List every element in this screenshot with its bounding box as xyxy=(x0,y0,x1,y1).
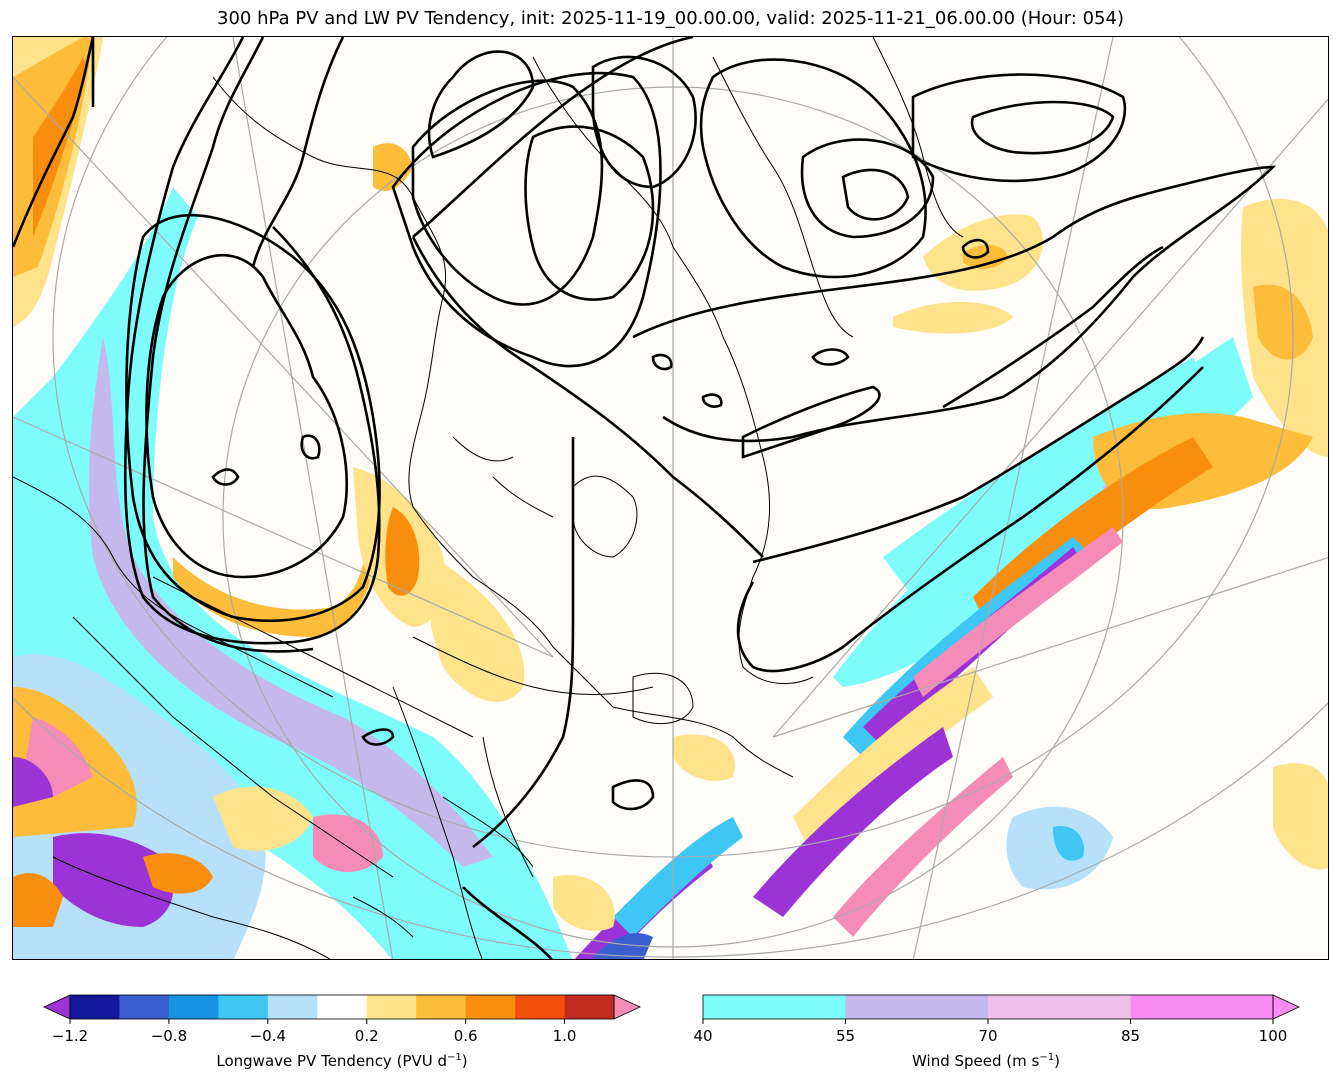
wind-colorbar-swatch xyxy=(1130,995,1274,1019)
wind-colorbar-tick-label: 40 xyxy=(693,1027,713,1045)
pv-tendency-colorbar-bar xyxy=(43,994,641,1024)
pv-colorbar-swatch xyxy=(119,995,170,1019)
pv-colorbar-under-triangle xyxy=(43,994,71,1020)
pv-colorbar-tick-label: 0.2 xyxy=(354,1027,379,1045)
wind-colorbar-swatch xyxy=(988,995,1131,1019)
wind-colorbar-over-triangle xyxy=(1272,994,1300,1020)
wind-colorbar-swatch xyxy=(703,995,846,1019)
wind-colorbar-swatch xyxy=(845,995,989,1019)
pv-colorbar-swatch xyxy=(168,995,219,1019)
pv-tendency-colorbar-label: Longwave PV Tendency (PVU d−1) xyxy=(216,1052,468,1070)
wind-speed-colorbar: 40 55 70 85 100 Wind Speed (m s−1) xyxy=(693,994,1300,1075)
wind-colorbar-tick-label: 100 xyxy=(1258,1027,1288,1045)
coastlines xyxy=(13,37,964,959)
pv-colorbar-swatch xyxy=(218,995,269,1019)
pv-colorbar-swatch xyxy=(317,995,368,1019)
pv-colorbar-tick-label: 0.6 xyxy=(453,1027,478,1045)
pv-colorbar-swatch xyxy=(515,995,566,1019)
pv-colorbar-swatch xyxy=(416,995,467,1019)
pv-colorbar-over-triangle xyxy=(613,994,641,1020)
wind-colorbar-tick-label: 55 xyxy=(835,1027,856,1045)
pv-tendency-colorbar: −1.2 −0.8 −0.4 0.2 0.6 1.0 Longwave PV Tenden… xyxy=(43,994,641,1075)
wind-speed-colorbar-label: Wind Speed (m s−1) xyxy=(912,1052,1060,1070)
wind-colorbar-tick-label: 85 xyxy=(1120,1027,1141,1045)
pv-colorbar-tick-label: −0.8 xyxy=(150,1027,188,1045)
wind-speed-colorbar-bar xyxy=(702,994,1300,1024)
figure-title: 300 hPa PV and LW PV Tendency, init: 202… xyxy=(217,8,1124,29)
pv-tendency-shading xyxy=(13,37,1328,959)
pv-contours xyxy=(13,37,1277,959)
map-canvas xyxy=(13,37,1328,959)
pv-colorbar-swatch xyxy=(465,995,516,1019)
wind-colorbar-tick-label: 70 xyxy=(978,1027,998,1045)
map-panel xyxy=(12,36,1329,960)
pv-colorbar-swatch xyxy=(564,995,615,1019)
pv-colorbar-swatch xyxy=(267,995,318,1019)
pv-colorbar-swatch xyxy=(366,995,417,1019)
pv-colorbar-tick-label: 1.0 xyxy=(552,1027,577,1045)
pv-colorbar-tick-label: −0.4 xyxy=(249,1027,287,1045)
pv-colorbar-tick-label: −1.2 xyxy=(51,1027,89,1045)
pv-colorbar-swatch xyxy=(70,995,120,1019)
graticule xyxy=(13,37,1328,959)
